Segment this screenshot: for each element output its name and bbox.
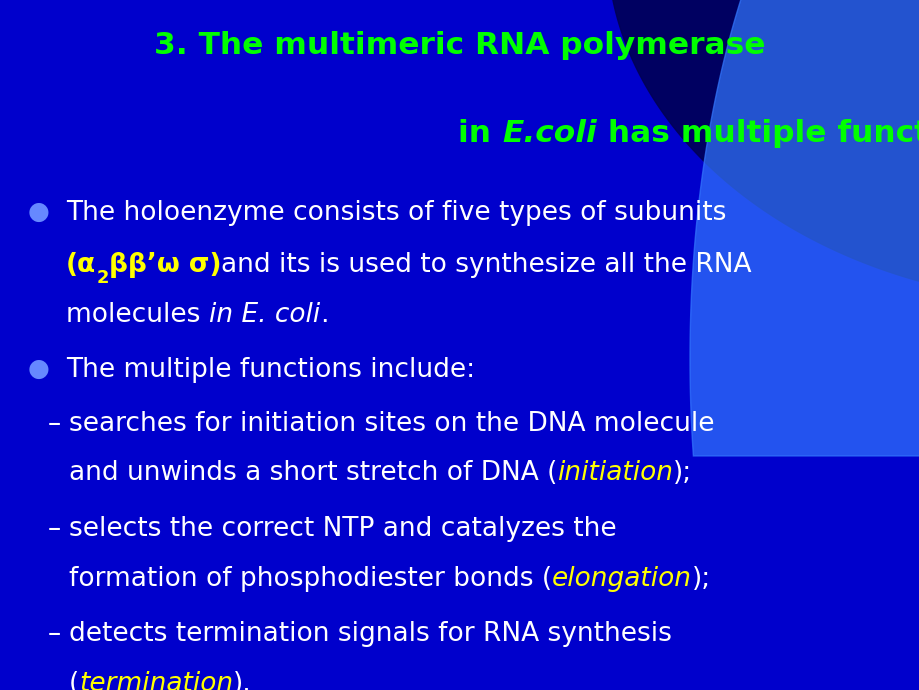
Text: );: ); bbox=[691, 566, 710, 592]
Text: has multiple functions: has multiple functions bbox=[596, 119, 919, 148]
Text: selects the correct NTP and catalyzes the: selects the correct NTP and catalyzes th… bbox=[69, 516, 616, 542]
Text: );: ); bbox=[673, 460, 692, 486]
Text: –: – bbox=[48, 621, 61, 647]
Text: searches for initiation sites on the DNA molecule: searches for initiation sites on the DNA… bbox=[69, 411, 714, 437]
Text: detects termination signals for RNA synthesis: detects termination signals for RNA synt… bbox=[69, 621, 671, 647]
Text: initiation: initiation bbox=[557, 460, 673, 486]
Text: 3. The multimeric RNA polymerase: 3. The multimeric RNA polymerase bbox=[154, 31, 765, 60]
Text: ●: ● bbox=[28, 357, 50, 382]
Text: and unwinds a short stretch of DNA (: and unwinds a short stretch of DNA ( bbox=[69, 460, 557, 486]
Text: The multiple functions include:: The multiple functions include: bbox=[66, 357, 475, 384]
Text: ββ’ω σ): ββ’ω σ) bbox=[108, 252, 221, 278]
Text: elongation: elongation bbox=[551, 566, 691, 592]
Polygon shape bbox=[607, 0, 919, 281]
Text: formation of phosphodiester bonds (: formation of phosphodiester bonds ( bbox=[69, 566, 551, 592]
Text: ●: ● bbox=[28, 200, 50, 224]
Text: –: – bbox=[48, 411, 61, 437]
Polygon shape bbox=[689, 0, 919, 456]
Text: E.coli: E.coli bbox=[502, 119, 596, 148]
Text: in E. coli: in E. coli bbox=[209, 302, 320, 328]
Text: (: ( bbox=[69, 671, 79, 690]
Text: 2: 2 bbox=[96, 269, 108, 287]
Text: .: . bbox=[320, 302, 328, 328]
Text: ).: ). bbox=[233, 671, 252, 690]
Text: molecules: molecules bbox=[66, 302, 209, 328]
Text: –: – bbox=[48, 516, 61, 542]
Text: and its is used to synthesize all the RNA: and its is used to synthesize all the RN… bbox=[221, 252, 751, 278]
Text: in: in bbox=[458, 119, 502, 148]
Text: The holoenzyme consists of five types of subunits: The holoenzyme consists of five types of… bbox=[66, 200, 726, 226]
Text: (α: (α bbox=[66, 252, 96, 278]
Text: termination: termination bbox=[79, 671, 233, 690]
